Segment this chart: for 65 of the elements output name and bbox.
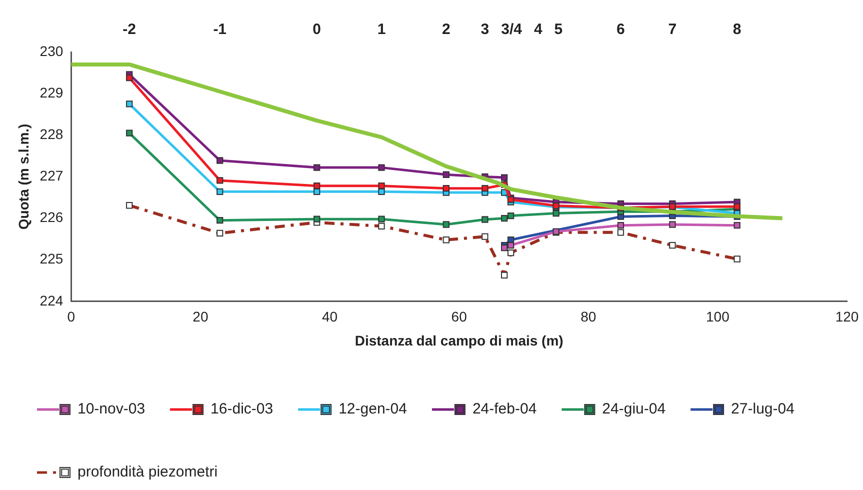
point <box>442 185 450 192</box>
text: 5 <box>554 21 563 38</box>
point <box>734 222 740 229</box>
point <box>482 216 488 223</box>
legend-label: 24-feb-04 <box>472 400 537 418</box>
x-tick-label: 120 <box>835 308 859 325</box>
text: -1 <box>213 21 227 38</box>
point <box>378 182 385 190</box>
point <box>126 74 133 82</box>
y-tick-label: 230 <box>40 42 64 59</box>
y-tick-label: 225 <box>40 250 64 267</box>
legend-label: 16-dic-03 <box>210 400 274 418</box>
point <box>507 212 514 220</box>
y-tick-label: 227 <box>40 168 64 184</box>
point <box>507 242 514 249</box>
legend-label: 10-nov-03 <box>78 400 146 418</box>
point <box>501 214 508 222</box>
point <box>501 174 508 181</box>
y-tick-label: 224 <box>40 292 64 308</box>
text: 3 <box>480 21 490 38</box>
point <box>216 177 224 184</box>
point <box>314 188 320 195</box>
y-tick-label: 228 <box>40 126 64 142</box>
x-tick-label: 20 <box>192 308 208 325</box>
point <box>442 171 450 178</box>
legend-label: profondità piezometri <box>78 464 218 481</box>
x-tick-label: 100 <box>706 308 730 325</box>
text: 3/4 <box>501 21 523 38</box>
text: 2 <box>442 21 450 38</box>
point <box>126 130 133 136</box>
point <box>482 185 488 192</box>
point <box>442 221 450 228</box>
point <box>216 188 224 195</box>
legend-label: 27-lug-04 <box>731 400 794 418</box>
point <box>314 216 320 222</box>
text: 4 <box>534 21 543 38</box>
point <box>314 182 320 190</box>
point <box>734 203 740 210</box>
text: 7 <box>668 21 677 38</box>
point <box>552 210 560 217</box>
legend-label: 24-giu-04 <box>602 400 666 418</box>
point <box>669 221 676 228</box>
text: 6 <box>616 21 625 38</box>
point <box>126 100 133 108</box>
y-tick-label: 229 <box>40 84 64 100</box>
legend-label: 12-gen-04 <box>338 400 407 418</box>
y-axis-title: Quota (m s.l.m.) <box>15 124 32 230</box>
x-tick-label: 80 <box>580 308 596 325</box>
text: 1 <box>377 21 386 38</box>
point <box>216 217 224 224</box>
text: 8 <box>732 21 742 38</box>
x-axis-title: Distanza dal campo di mais (m) <box>354 332 564 348</box>
y-tick-label: 226 <box>40 209 64 226</box>
point <box>378 164 385 171</box>
x-tick-label: 60 <box>451 308 468 325</box>
point <box>378 216 385 222</box>
x-tick-label: 40 <box>322 308 338 325</box>
point <box>501 244 508 252</box>
point <box>216 157 224 164</box>
text: 0 <box>312 21 322 38</box>
text: -2 <box>122 21 136 38</box>
x-tick-label: 0 <box>67 308 76 325</box>
point <box>378 188 385 195</box>
point <box>314 164 320 171</box>
point <box>617 222 624 229</box>
